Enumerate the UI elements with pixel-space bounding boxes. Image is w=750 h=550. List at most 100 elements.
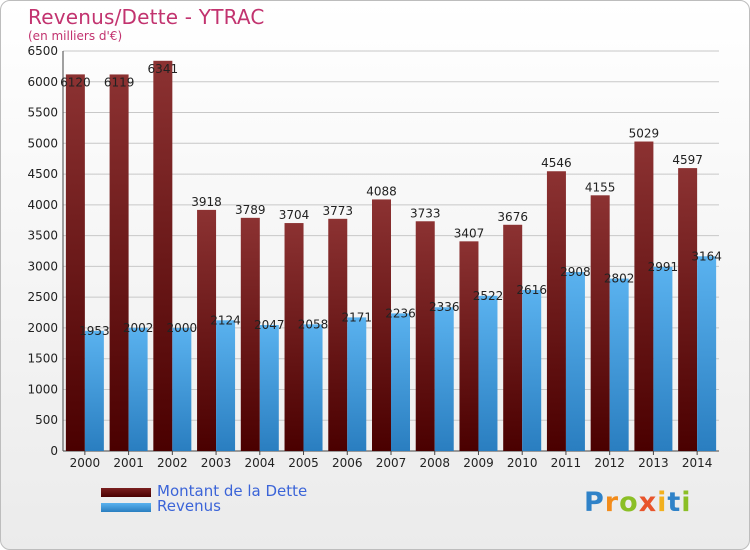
x-tick-label: 2006 xyxy=(332,456,363,470)
value-label: 3676 xyxy=(497,210,528,224)
bar-dette xyxy=(415,221,435,451)
logo-letter: P xyxy=(584,487,605,518)
bar-dette xyxy=(503,224,523,451)
y-tick-label: 1000 xyxy=(27,382,58,396)
bar-dette xyxy=(546,171,566,451)
bar-dette xyxy=(634,141,654,451)
x-tick-label: 2001 xyxy=(113,456,144,470)
bar-dette xyxy=(240,217,260,451)
x-tick-label: 2007 xyxy=(376,456,407,470)
value-label: 2802 xyxy=(604,272,635,286)
x-tick-label: 2009 xyxy=(463,456,494,470)
y-tick-label: 0 xyxy=(50,444,58,458)
value-label: 2522 xyxy=(473,289,504,303)
value-label: 2236 xyxy=(385,306,416,320)
y-tick-label: 2000 xyxy=(27,321,58,335)
bars xyxy=(65,60,717,452)
bar-revenus xyxy=(391,313,410,451)
x-tick-label: 2002 xyxy=(157,456,188,470)
value-label: 2336 xyxy=(429,300,460,314)
y-tick-label: 6500 xyxy=(27,44,58,58)
value-label: 2171 xyxy=(341,310,372,324)
y-tick-label: 1500 xyxy=(27,352,58,366)
bar-dette xyxy=(197,209,217,451)
bar-revenus xyxy=(478,295,498,451)
y-tick-label: 2500 xyxy=(27,290,58,304)
logo-letter: t xyxy=(667,487,682,518)
y-tick-label: 6000 xyxy=(27,75,58,89)
legend-swatch-debt xyxy=(101,488,151,497)
value-label: 4597 xyxy=(672,153,703,167)
y-tick-label: 4000 xyxy=(27,198,58,212)
value-label: 2616 xyxy=(516,283,547,297)
bar-dette xyxy=(153,60,173,452)
logo-letter: o xyxy=(619,487,639,518)
bar-dette xyxy=(678,168,698,451)
value-label: 2058 xyxy=(298,317,329,331)
value-label: 2124 xyxy=(210,313,241,327)
x-tick-label: 2011 xyxy=(551,456,582,470)
legend-swatch-revenus xyxy=(101,503,151,512)
value-label: 1953 xyxy=(79,324,110,338)
bar-revenus xyxy=(697,256,717,451)
value-label: 3773 xyxy=(322,204,353,218)
logo-letter: i xyxy=(657,487,668,518)
value-label: 3733 xyxy=(410,206,441,220)
bar-revenus xyxy=(259,325,279,451)
bar-revenus xyxy=(84,330,104,451)
bar-revenus xyxy=(434,307,454,451)
bar-dette xyxy=(459,241,479,451)
x-tick-label: 2003 xyxy=(201,456,232,470)
x-tick-label: 2005 xyxy=(288,456,319,470)
value-label: 2991 xyxy=(648,260,679,274)
x-tick-label: 2008 xyxy=(419,456,450,470)
logo-letter: i xyxy=(681,487,692,518)
y-tick-label: 3500 xyxy=(27,229,58,243)
y-tick-label: 3000 xyxy=(27,259,58,273)
value-label: 4155 xyxy=(585,180,616,194)
y-tick-label: 5500 xyxy=(27,106,58,120)
bar-revenus xyxy=(172,327,192,451)
x-tick-label: 2013 xyxy=(638,456,669,470)
bar-dette xyxy=(65,74,85,451)
logo-letter: r xyxy=(604,487,620,518)
value-label: 3918 xyxy=(191,195,222,209)
value-label: 6341 xyxy=(148,62,179,76)
y-tick-label: 500 xyxy=(35,413,58,427)
bar-dette xyxy=(590,195,610,451)
value-label: 4088 xyxy=(366,184,397,198)
bar-revenus xyxy=(128,327,148,451)
value-label: 2002 xyxy=(123,321,154,335)
y-tick-label: 5000 xyxy=(27,136,58,150)
proxiti-logo: Proxiti xyxy=(584,487,692,518)
x-tick-label: 2010 xyxy=(507,456,538,470)
value-label: 3789 xyxy=(235,203,266,217)
value-label: 2000 xyxy=(167,321,198,335)
x-tick-label: 2004 xyxy=(245,456,276,470)
value-label: 6119 xyxy=(104,75,135,89)
bar-dette xyxy=(328,218,348,451)
chart-title: Revenus/Dette - YTRAC xyxy=(28,5,265,29)
value-labels: 6120 1953 6119 2002 6341 2000 3918 2124 3789 2047… xyxy=(60,62,722,338)
value-label: 3704 xyxy=(279,208,310,222)
bar-dette xyxy=(372,199,391,451)
value-label: 3164 xyxy=(691,249,722,263)
value-label: 3407 xyxy=(454,226,485,240)
x-tick-label: 2012 xyxy=(594,456,625,470)
x-tick-label: 2014 xyxy=(682,456,713,470)
x-tick-label: 2000 xyxy=(70,456,101,470)
bar-dette xyxy=(284,223,304,451)
legend-label-debt: Montant de la Dette xyxy=(157,482,308,500)
bar-dette xyxy=(109,74,129,451)
bar-revenus xyxy=(609,278,629,451)
bar-revenus xyxy=(565,272,585,451)
legend-label-revenus: Revenus xyxy=(157,497,221,515)
value-label: 2047 xyxy=(254,318,285,332)
value-label: 5029 xyxy=(629,127,660,141)
value-label: 2908 xyxy=(560,265,591,279)
bar-revenus xyxy=(653,266,673,451)
bar-revenus xyxy=(216,320,236,451)
bar-revenus xyxy=(522,290,542,451)
